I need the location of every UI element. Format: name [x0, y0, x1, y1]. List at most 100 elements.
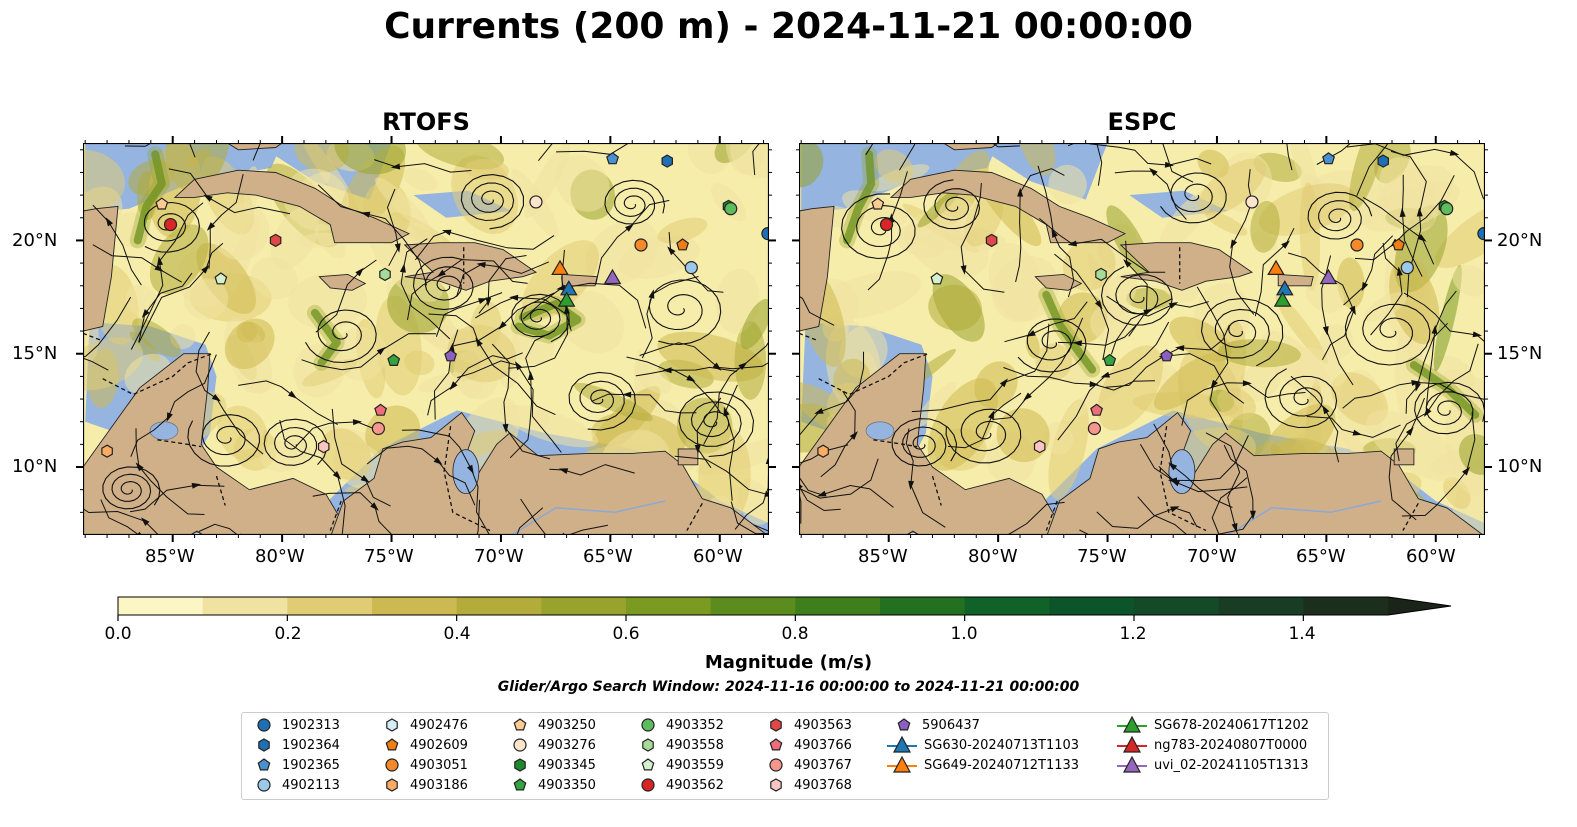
cuba-landmass: [173, 169, 411, 244]
streamline-arrow: [141, 309, 150, 319]
float-marker-4903558: [1095, 267, 1107, 282]
streamline-eddy: [412, 256, 474, 311]
streamline-eddy: [263, 418, 328, 466]
circle-icon: [641, 778, 655, 792]
legend-label: 4903350: [538, 777, 596, 793]
streamline-arrow: [476, 262, 486, 268]
streamline-arrow: [509, 294, 519, 301]
circle-icon: [513, 738, 527, 752]
streamline-eddy: [102, 466, 161, 510]
streamline-eddy: [1264, 368, 1338, 429]
strong-current-jet: [306, 304, 345, 371]
streamline-arrow: [849, 431, 858, 440]
streamline-arrow: [648, 289, 655, 299]
legend-marker-icon: [897, 718, 911, 731]
legend-marker-icon: [641, 778, 655, 792]
streamline: [83, 357, 109, 371]
float-marker-1902364: [661, 154, 674, 168]
current-magnitude-patch: [587, 386, 661, 459]
streamline-arrow: [1322, 326, 1329, 336]
current-magnitude-patch: [212, 203, 270, 261]
legend-item: 4903051: [380, 755, 468, 775]
streamline: [315, 259, 377, 333]
colorbar-segment: [202, 597, 288, 615]
streamline: [331, 408, 391, 507]
legend-label: 4902113: [282, 777, 340, 793]
map-panel-rtofs: [83, 143, 769, 535]
strong-current-jet: [129, 146, 170, 249]
streamline-arrow: [1462, 466, 1470, 476]
current-magnitude-patch: [260, 438, 311, 472]
current-magnitude-patch: [183, 278, 229, 320]
streamline: [129, 484, 225, 513]
pentagon-icon: [513, 718, 527, 731]
streamline: [867, 171, 908, 291]
streamline: [1316, 143, 1352, 165]
lat-label-20n-left: 20°N: [12, 230, 58, 251]
national-border: [799, 332, 817, 341]
national-border: [686, 502, 703, 531]
lon-label-75w-espc: 75°W: [1077, 546, 1127, 567]
streamline: [386, 188, 399, 267]
streamline: [296, 421, 381, 447]
streamline-arrow: [1095, 300, 1103, 310]
streamline: [476, 499, 481, 535]
colorbar-segment: [541, 597, 627, 615]
legend-item: 4903352: [636, 715, 724, 735]
current-magnitude-patch: [1025, 333, 1040, 359]
streamline: [1096, 143, 1103, 186]
lat-label-10n-right: 10°N: [1497, 456, 1543, 477]
streamline: [1004, 301, 1088, 343]
float-marker-4902113: [684, 261, 698, 275]
streamline: [960, 182, 1005, 293]
hispaniola-landmass: [403, 242, 537, 291]
streamline-arrow: [288, 390, 297, 399]
streamline-arrow: [211, 394, 221, 402]
landmass: [942, 143, 999, 151]
glider-marker-SG649-20240712T1133: [551, 259, 569, 275]
streamline-arrow: [1405, 426, 1414, 436]
current-magnitude-patch: [1197, 149, 1230, 179]
streamline-arrow: [1230, 239, 1238, 249]
streamline: [1139, 435, 1249, 482]
legend-marker-icon: [258, 738, 270, 752]
legend-label: SG678-20240617T1202: [1154, 717, 1310, 733]
streamline: [138, 242, 224, 343]
streamline-arrow: [1322, 405, 1330, 415]
legend-label: 4902476: [410, 717, 468, 733]
streamline: [1370, 242, 1403, 336]
current-magnitude-patch: [314, 223, 346, 259]
current-magnitude-patch: [1218, 339, 1301, 368]
streamline-arrow: [814, 408, 824, 414]
float-marker-4903250: [155, 197, 169, 210]
float-marker-4903766: [374, 403, 388, 416]
streamline: [591, 393, 697, 414]
streamline: [1057, 321, 1170, 441]
float-marker-4903350: [1103, 353, 1117, 366]
streamline-arrow: [1423, 407, 1432, 417]
streamline: [1388, 397, 1425, 521]
float-marker-4902609: [676, 238, 690, 251]
streamline-arrow: [399, 263, 406, 273]
streamline-arrow: [1168, 462, 1178, 471]
float-marker-4903350: [387, 353, 401, 366]
streamline: [1205, 432, 1241, 535]
streamline: [1158, 465, 1248, 493]
legend-item: uvi_02-20241105T1313: [1116, 755, 1308, 775]
current-magnitude-patch: [1389, 259, 1440, 345]
streamline-arrow: [1472, 331, 1482, 338]
streamline: [1153, 423, 1233, 508]
streamline: [595, 199, 670, 285]
legend-item: SG678-20240617T1202: [1116, 715, 1309, 735]
streamline: [799, 458, 879, 499]
strong-current-jet: [133, 150, 166, 245]
streamline-arrow: [135, 462, 144, 472]
streamline: [549, 464, 635, 476]
national-border: [443, 426, 491, 532]
national-border: [1159, 426, 1207, 532]
streamline-arrow: [1415, 382, 1421, 392]
lat-label-10n-left: 10°N: [12, 456, 58, 477]
streamline: [1125, 240, 1148, 337]
legend-label: 4903767: [794, 757, 852, 773]
streamline: [83, 296, 132, 358]
